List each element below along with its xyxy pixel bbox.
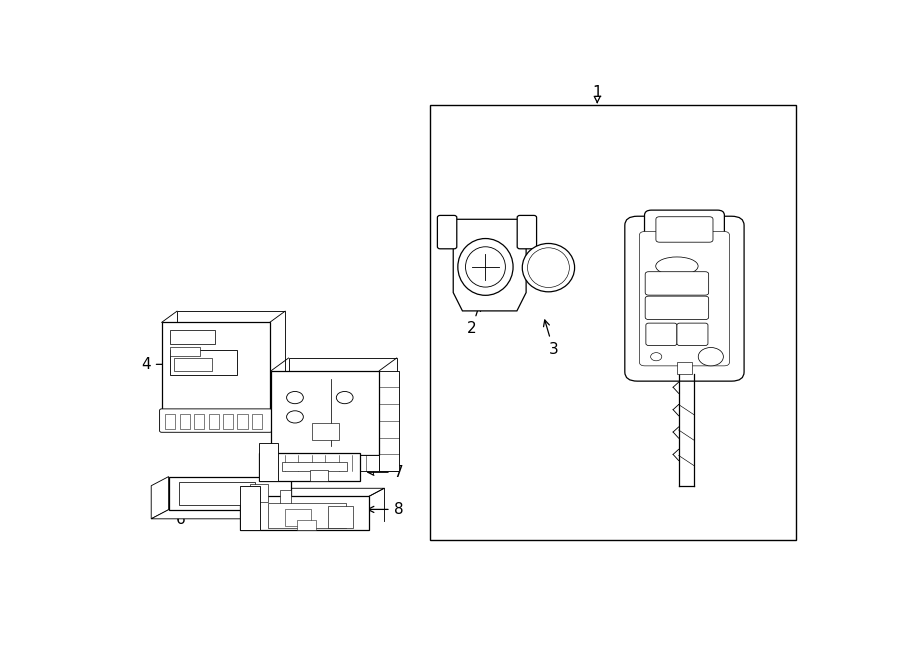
Bar [289,358,397,442]
FancyBboxPatch shape [645,296,708,319]
Bar [280,490,291,510]
Bar [177,311,285,400]
Bar [166,414,176,429]
Ellipse shape [465,247,506,287]
Bar [209,414,219,429]
FancyBboxPatch shape [518,215,536,249]
Polygon shape [151,510,291,519]
Bar [194,414,204,429]
FancyBboxPatch shape [656,217,713,242]
Bar [162,323,270,411]
Bar [310,470,328,481]
Text: 8: 8 [368,502,403,517]
FancyBboxPatch shape [625,216,744,381]
Bar [170,330,215,344]
Bar [285,509,310,525]
Text: 4: 4 [141,357,170,372]
Bar [179,482,255,504]
Text: 2: 2 [467,305,481,336]
Bar [238,414,248,429]
Bar [175,358,212,371]
Bar [252,414,262,429]
Circle shape [286,410,303,423]
Ellipse shape [527,248,570,288]
Bar [239,496,369,529]
Bar [259,444,277,481]
Bar [170,346,201,356]
Bar [282,461,347,471]
Bar [271,455,379,471]
FancyBboxPatch shape [437,215,457,249]
Ellipse shape [522,243,574,292]
Text: 6: 6 [176,502,205,527]
Text: 1: 1 [592,85,602,102]
Bar [328,506,354,528]
Bar [259,453,361,481]
FancyBboxPatch shape [646,323,677,346]
Polygon shape [239,488,384,496]
FancyBboxPatch shape [645,272,708,295]
Bar [180,414,190,429]
FancyBboxPatch shape [159,409,272,432]
Bar [677,362,692,374]
Bar [271,371,379,455]
Circle shape [698,348,724,366]
Bar [168,477,291,510]
Circle shape [651,352,661,361]
Circle shape [337,391,353,404]
Bar [170,350,237,375]
Bar [239,486,260,529]
Ellipse shape [458,239,513,295]
Bar [379,371,399,471]
Bar [312,423,339,440]
Polygon shape [259,446,373,453]
Text: 7: 7 [368,465,403,480]
Circle shape [286,391,303,404]
Bar [430,104,796,540]
Bar [223,414,233,429]
Bar [250,484,268,502]
Polygon shape [151,477,168,519]
Bar [297,520,316,529]
FancyBboxPatch shape [644,210,724,247]
Bar [268,503,346,528]
Ellipse shape [656,257,698,275]
FancyBboxPatch shape [677,323,708,346]
FancyBboxPatch shape [639,231,730,366]
Polygon shape [454,219,526,311]
Text: 5: 5 [364,413,400,428]
Text: 3: 3 [544,320,558,356]
